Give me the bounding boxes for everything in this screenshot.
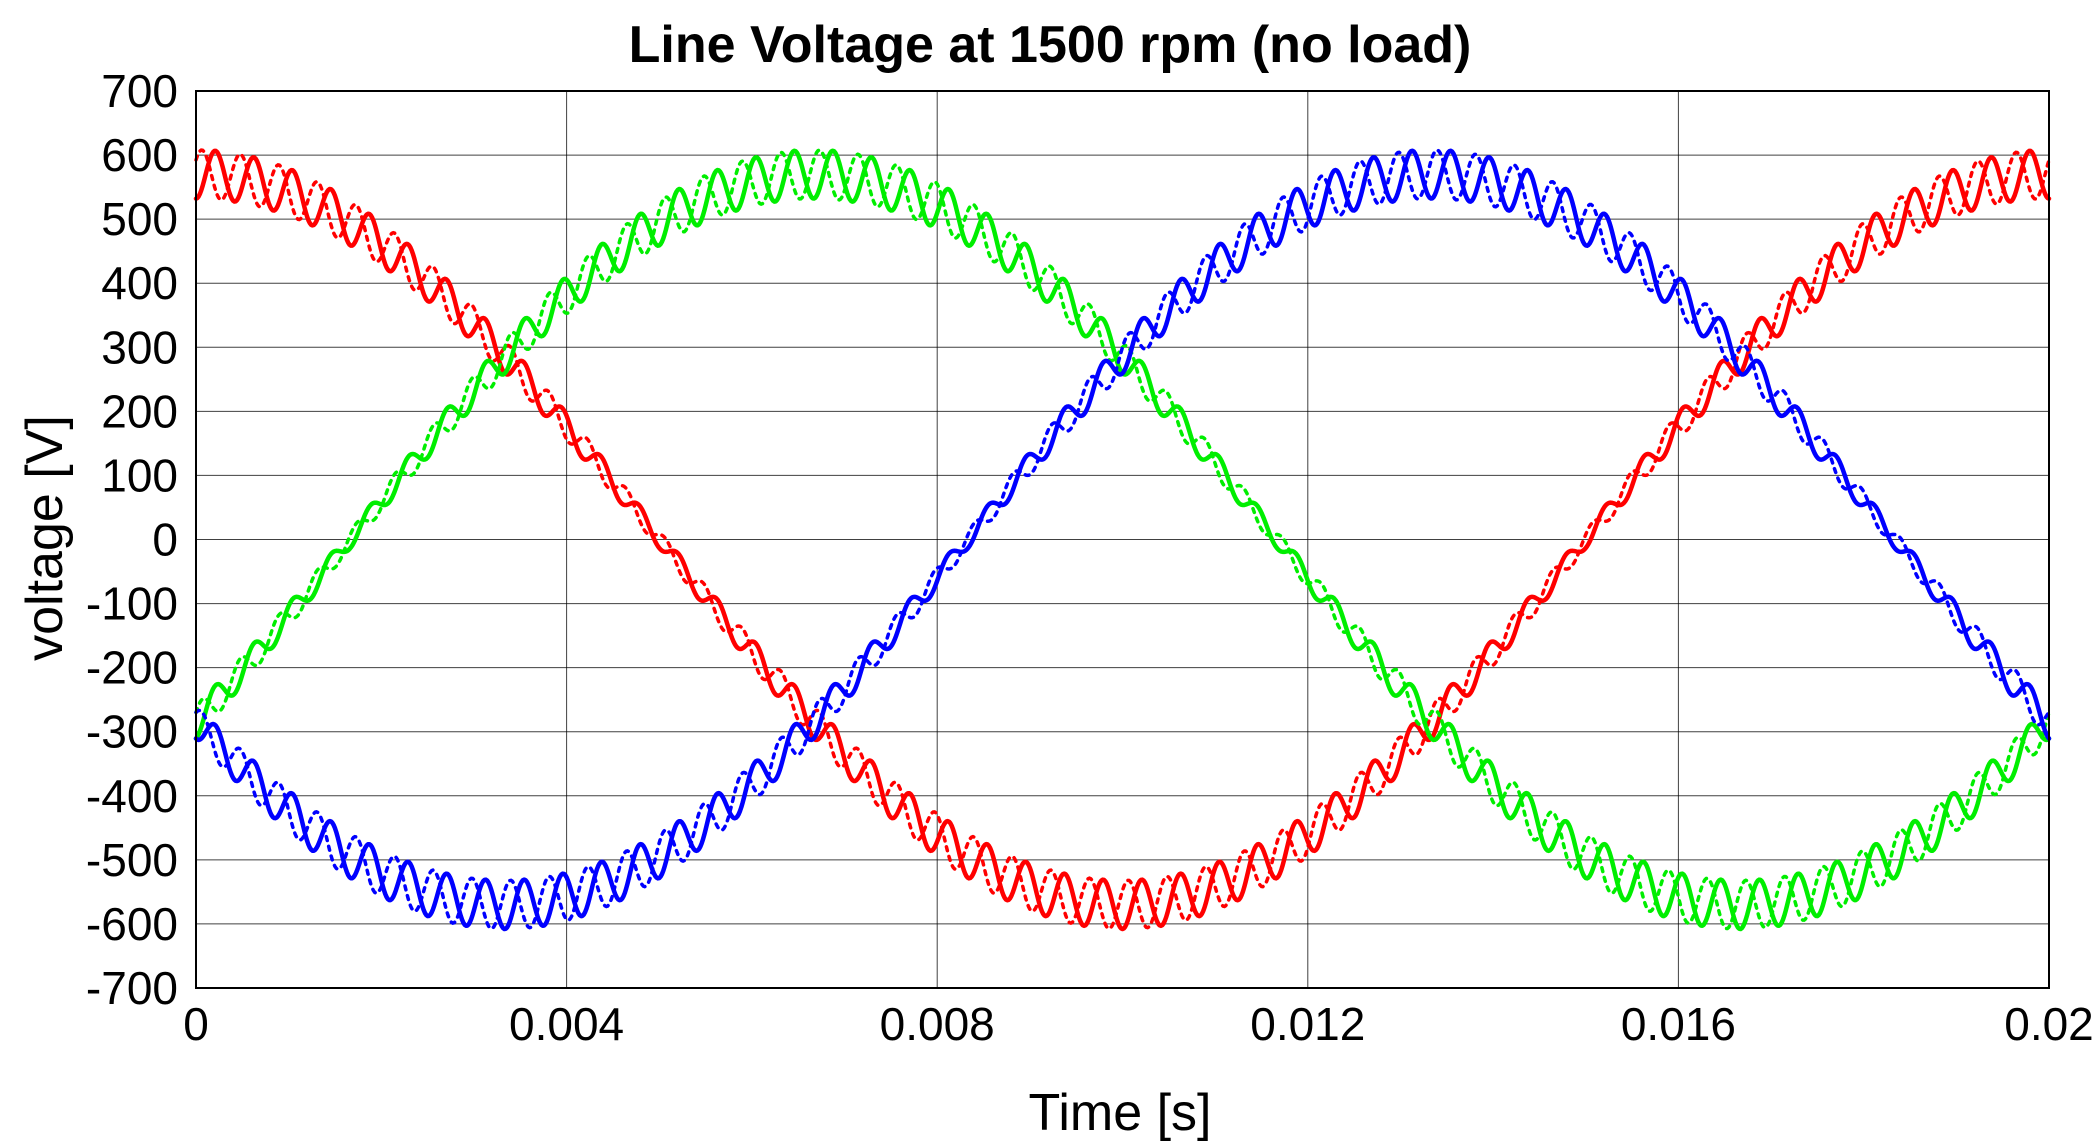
y-tick-labels: 700 600 500 400 300 200 100 0 -100 -200 -300 -400 -5…	[86, 65, 178, 1014]
grid	[195, 90, 2050, 989]
x-axis-label: Time [s]	[1029, 1084, 1212, 1142]
series-group	[193, 148, 2052, 932]
y-tick-label: -300	[86, 706, 178, 758]
y-tick-label: -200	[86, 642, 178, 694]
x-tick-label: 0.012	[1250, 998, 1365, 1050]
y-tick-label: 700	[101, 65, 178, 117]
y-tick-label: 500	[101, 193, 178, 245]
series-line-6	[194, 148, 2051, 931]
y-tick-label: -100	[86, 578, 178, 630]
y-tick-label: -600	[86, 898, 178, 950]
x-tick-label: 0.004	[509, 998, 624, 1050]
y-tick-label: 0	[152, 514, 178, 566]
y-tick-label: -700	[86, 962, 178, 1014]
y-tick-label: 600	[101, 129, 178, 181]
chart-title: Line Voltage at 1500 rpm (no load)	[629, 16, 1472, 74]
y-tick-label: 400	[101, 257, 178, 309]
x-tick-labels: 0 0.004 0.008 0.012 0.016 0.02	[183, 998, 2094, 1050]
x-tick-label: 0	[183, 998, 209, 1050]
x-tick-label: 0.008	[880, 998, 995, 1050]
plot-frame	[195, 90, 2050, 989]
y-tick-label: 200	[101, 385, 178, 437]
y-tick-label: -500	[86, 834, 178, 886]
y-axis-label: voltage [V]	[16, 415, 74, 661]
y-tick-label: 300	[101, 321, 178, 373]
x-tick-label: 0.02	[2004, 998, 2094, 1050]
y-tick-label: -400	[86, 770, 178, 822]
x-tick-label: 0.016	[1621, 998, 1736, 1050]
series-line-5	[193, 148, 2052, 932]
y-tick-label: 100	[101, 449, 178, 501]
